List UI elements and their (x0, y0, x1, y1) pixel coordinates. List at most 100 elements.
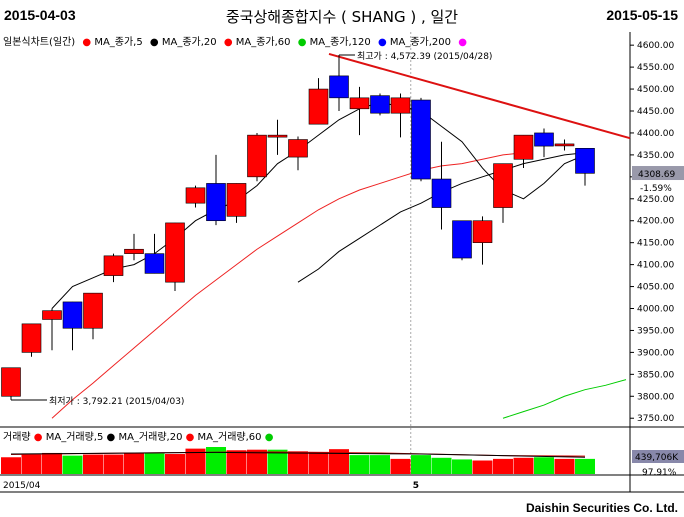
candle (431, 141, 452, 230)
candle (308, 78, 329, 125)
footer-credit: Daishin Securities Co. Ltd. (525, 501, 678, 515)
volume-bar (103, 454, 124, 474)
candle-body (390, 97, 411, 114)
volume-bar (1, 457, 21, 474)
candle-body (411, 99, 431, 180)
legend-vma60[interactable]: ● MA_거래량,60 (185, 432, 262, 443)
end-date: 2015-05-15 (606, 7, 678, 23)
volume-bar (226, 450, 247, 474)
candle (288, 136, 308, 171)
legend-ma5[interactable]: ● MA_종가,5 (82, 37, 143, 48)
price-change-label: -1.59% (640, 184, 672, 194)
candle (144, 233, 165, 274)
volume-bar (21, 454, 42, 474)
candle-body (42, 310, 62, 320)
volume-bar (247, 449, 267, 474)
candle-body (452, 220, 472, 259)
legend-ma60[interactable]: ● MA_종가,60 (223, 37, 291, 48)
candle-body (165, 222, 185, 283)
y-tick-label: 4200.00 (637, 217, 674, 227)
candle (452, 220, 472, 261)
vlegend-extra-dot: ● (264, 432, 274, 443)
volume-bar (62, 455, 83, 474)
legend-ma20[interactable]: ● MA_종가,20 (149, 37, 217, 48)
low-annotation: 최저가 : 3,792.21 (2015/04/03) (49, 396, 184, 407)
volume-bar (575, 458, 595, 474)
candle (83, 292, 103, 340)
start-date: 2015-04-03 (4, 7, 76, 23)
volume-bar (83, 454, 103, 474)
candle (1, 367, 21, 400)
candle (370, 93, 390, 116)
y-tick-label: 3750.00 (637, 414, 674, 424)
candle-body (349, 97, 370, 110)
candle (390, 93, 411, 138)
y-tick-label: 3850.00 (637, 370, 674, 380)
y-tick-label: 3800.00 (637, 392, 674, 402)
y-tick-label: 4550.00 (637, 63, 674, 73)
candle (493, 163, 513, 223)
volume-bar (206, 447, 226, 474)
candle-body (329, 75, 349, 99)
candle (349, 86, 370, 136)
candle (165, 222, 185, 291)
volume-bar (144, 453, 165, 474)
candle (411, 97, 431, 182)
candle-body (124, 248, 144, 254)
candle-body (370, 95, 390, 114)
volume-pct-label: 97.91% (642, 468, 677, 478)
candle-body (513, 134, 534, 160)
candle-body (493, 163, 513, 208)
legend-vma5[interactable]: ● MA_거래량,5 (33, 432, 104, 443)
legend-vma20[interactable]: ● MA_거래량,20 (106, 432, 183, 443)
volume-bar (267, 449, 288, 474)
high-annotation: 최고가 : 4,572.39 (2015/04/28) (357, 51, 492, 62)
candle (206, 154, 226, 226)
chart-type-label: 일본식차트(일간) (3, 37, 76, 48)
candle (534, 128, 554, 158)
volume-bar (124, 453, 144, 474)
volume-bar (308, 451, 329, 474)
volume-bar (534, 457, 554, 474)
candle-body (247, 134, 267, 178)
legend-ma200[interactable]: ● MA_종가,200 (377, 37, 452, 48)
candle-body (185, 187, 206, 204)
legend-ma120[interactable]: ● MA_종가,120 (297, 37, 371, 48)
volume-bar (42, 452, 62, 474)
y-tick-label: 4400.00 (637, 129, 674, 139)
candle-body (575, 148, 595, 174)
candle (103, 253, 124, 283)
candle (185, 185, 206, 208)
current-volume-box (632, 450, 684, 463)
chart-header: 2015-04-03 중국상해종합지수 ( SHANG ) , 일간 2015-… (0, 0, 684, 30)
candle-body (472, 220, 493, 243)
y-tick-label: 4250.00 (637, 195, 674, 205)
legend-extra-dot: ● (458, 37, 467, 48)
resistance-trendline (328, 52, 631, 140)
candle-body (226, 183, 247, 217)
volume-bar (452, 459, 472, 474)
candle (513, 134, 534, 169)
candle-body (103, 255, 124, 276)
volume-bar (493, 458, 513, 474)
candle (267, 119, 288, 155)
candle (62, 301, 83, 351)
candle-body (267, 134, 288, 138)
candle (575, 148, 595, 186)
candle-body (1, 367, 21, 397)
current-price-box (632, 166, 684, 181)
volume-bar (329, 449, 349, 474)
volume-bar (554, 458, 575, 474)
chart-title: 중국상해종합지수 ( SHANG ) , 일간 (225, 8, 459, 26)
candle (247, 132, 267, 182)
candle (21, 323, 42, 357)
y-tick-label: 4450.00 (637, 107, 674, 117)
current-volume-label: 439,706K (635, 453, 679, 463)
candle-body (206, 183, 226, 222)
volume-bar (349, 455, 370, 474)
volume-bar (390, 458, 411, 474)
y-tick-label: 4100.00 (637, 261, 674, 271)
candle-body (144, 253, 165, 274)
current-price-label: 4308.69 (638, 170, 675, 180)
